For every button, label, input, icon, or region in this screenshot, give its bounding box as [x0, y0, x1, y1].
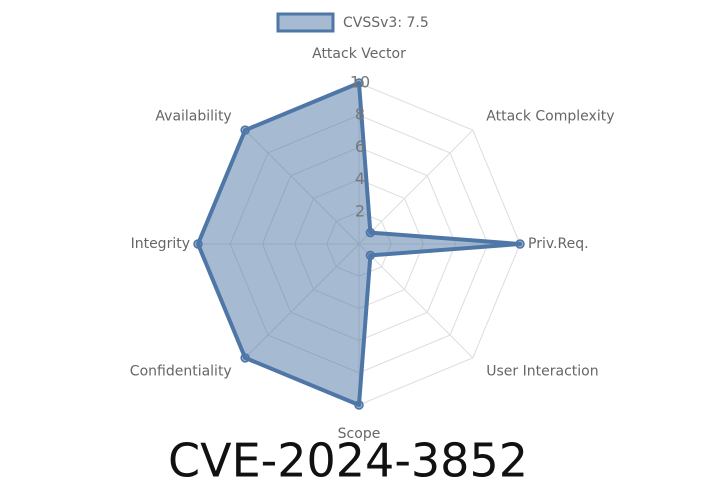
axis-label: Attack Vector: [312, 46, 406, 62]
axis-label: Attack Complexity: [486, 109, 614, 125]
r-tick-label: 2: [355, 201, 365, 220]
chart-title: CVE-2024-3852: [168, 434, 528, 488]
spoke: [358, 129, 474, 245]
data-point: [193, 239, 203, 249]
data-point: [365, 250, 376, 261]
data-point: [365, 227, 376, 238]
axis-label: Availability: [155, 109, 231, 125]
axis-label: Confidentiality: [130, 363, 232, 379]
legend-label: CVSSv3: 7.5: [343, 15, 429, 31]
r-tick-label: 4: [355, 169, 365, 188]
r-tick-label: 6: [355, 137, 365, 156]
data-point: [515, 239, 525, 249]
r-tick-label: 8: [355, 105, 365, 124]
data-point: [240, 125, 250, 135]
data-point: [354, 400, 364, 410]
data-point: [354, 78, 364, 88]
data-point: [240, 353, 250, 363]
spoke: [358, 243, 474, 359]
r-tick-label: 10: [350, 73, 370, 92]
axis-label: Priv.Req.: [528, 236, 589, 252]
axis-label: Integrity: [131, 236, 190, 252]
axis-label: Scope: [338, 426, 381, 442]
legend-swatch: [276, 12, 335, 33]
axis-label: User Interaction: [486, 363, 598, 379]
